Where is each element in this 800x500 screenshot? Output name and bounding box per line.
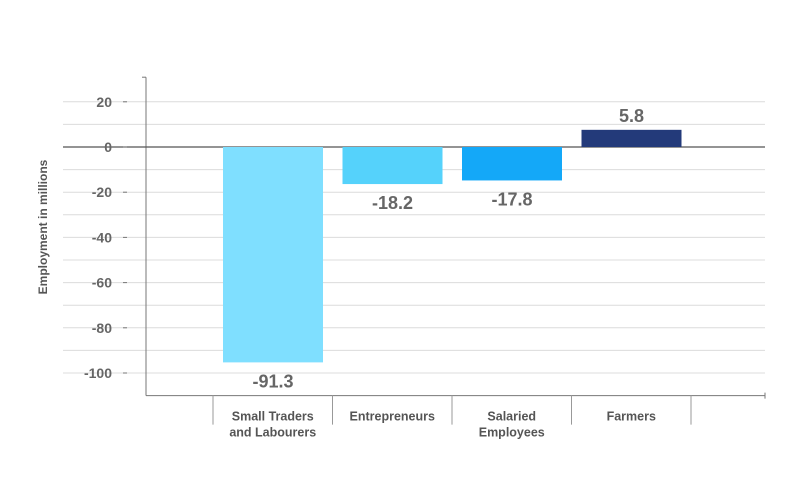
bar	[581, 129, 682, 147]
y-tick-label: -60	[92, 275, 112, 291]
data-label: -91.3	[252, 371, 293, 391]
bars	[223, 129, 682, 363]
y-tick-label: -40	[92, 229, 112, 245]
category-label-line: Entrepreneurs	[350, 410, 435, 424]
category-label: Entrepreneurs	[350, 410, 435, 424]
bar	[462, 147, 562, 181]
y-tick-label: -20	[92, 184, 112, 200]
category-label-line: and Labourers	[229, 426, 316, 440]
y-tick-label: 0	[104, 139, 112, 155]
gridlines	[63, 101, 765, 374]
category-label: Farmers	[607, 410, 656, 424]
y-tick-label: 20	[96, 94, 112, 110]
category-label-line: Small Traders	[232, 410, 314, 424]
data-label: 5.8	[619, 106, 644, 126]
axes	[63, 76, 766, 425]
bar	[223, 147, 323, 363]
category-label-line: Salaried	[487, 410, 536, 424]
y-tick-labels: 20 0 -20 -40 -60 -80 -100	[84, 94, 127, 381]
y-tick-label: -100	[84, 365, 112, 381]
category-label-line: Farmers	[607, 410, 656, 424]
category-labels: Small Traders and Labourers Entrepreneurs S…	[229, 410, 656, 440]
data-label: -17.8	[491, 189, 532, 209]
data-label: -18.2	[372, 193, 413, 213]
bar	[342, 147, 443, 185]
category-label: Salaried Employees	[479, 410, 545, 440]
y-axis-label: Employment in millions	[36, 159, 50, 294]
category-label-line: Employees	[479, 426, 545, 440]
y-tick-label: -80	[92, 320, 112, 336]
category-label: Small Traders and Labourers	[229, 410, 316, 440]
value-labels: -91.3 -18.2 -17.8 5.8	[252, 106, 644, 392]
